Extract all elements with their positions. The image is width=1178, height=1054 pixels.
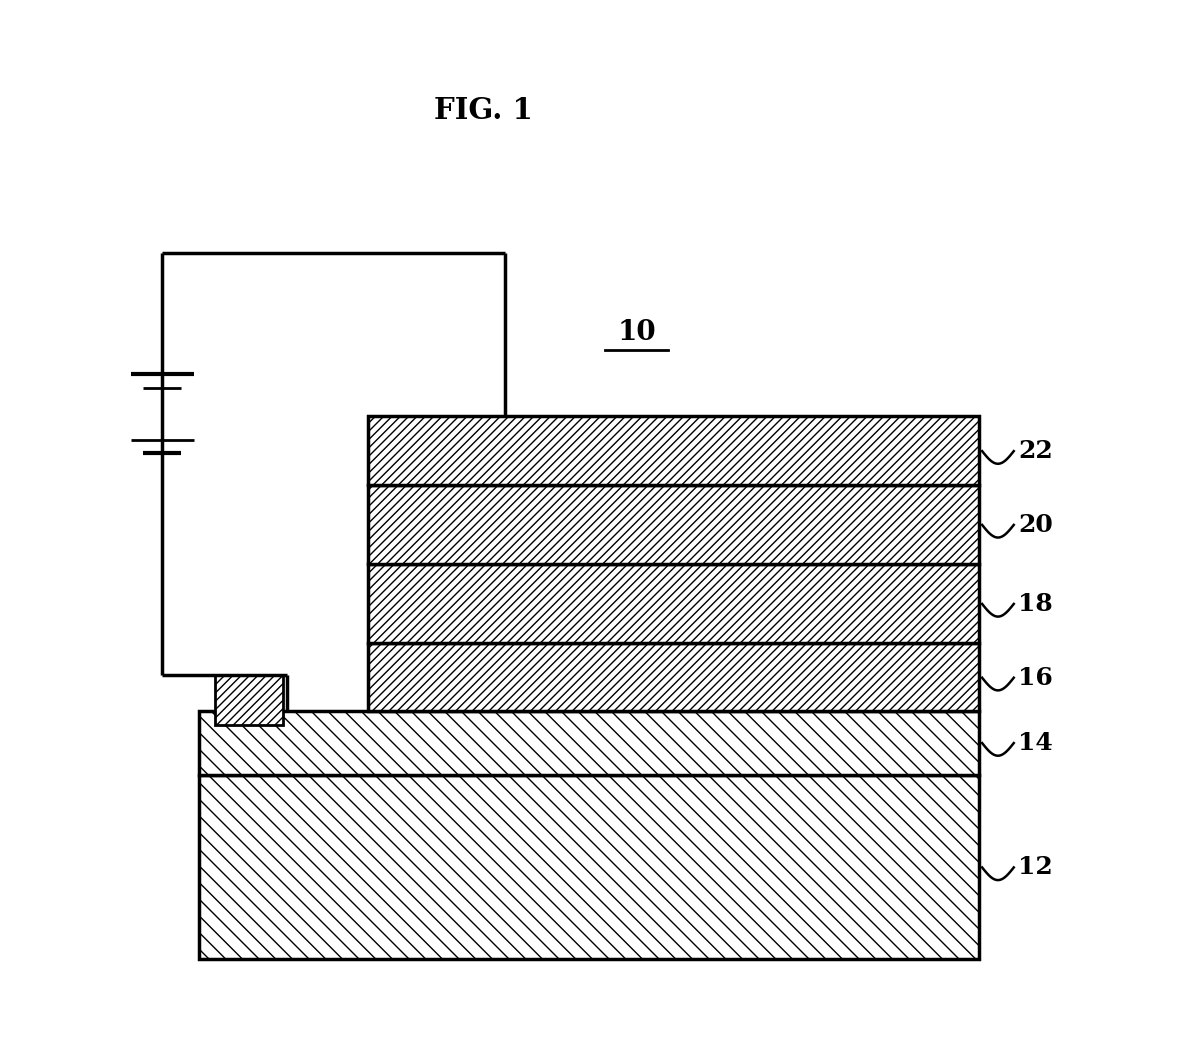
Text: 14: 14 xyxy=(1018,731,1053,755)
Text: 10: 10 xyxy=(617,318,656,346)
Text: 22: 22 xyxy=(1018,440,1053,463)
Bar xyxy=(199,711,979,775)
Bar xyxy=(214,675,284,725)
Bar xyxy=(368,643,979,711)
Bar xyxy=(368,485,979,564)
Text: 16: 16 xyxy=(1018,666,1053,689)
Text: 12: 12 xyxy=(1018,856,1053,879)
Text: FIG. 1: FIG. 1 xyxy=(435,96,532,125)
Text: 18: 18 xyxy=(1018,592,1053,616)
Bar xyxy=(199,775,979,959)
Bar xyxy=(368,416,979,485)
Text: 20: 20 xyxy=(1018,513,1053,536)
Bar xyxy=(368,564,979,643)
